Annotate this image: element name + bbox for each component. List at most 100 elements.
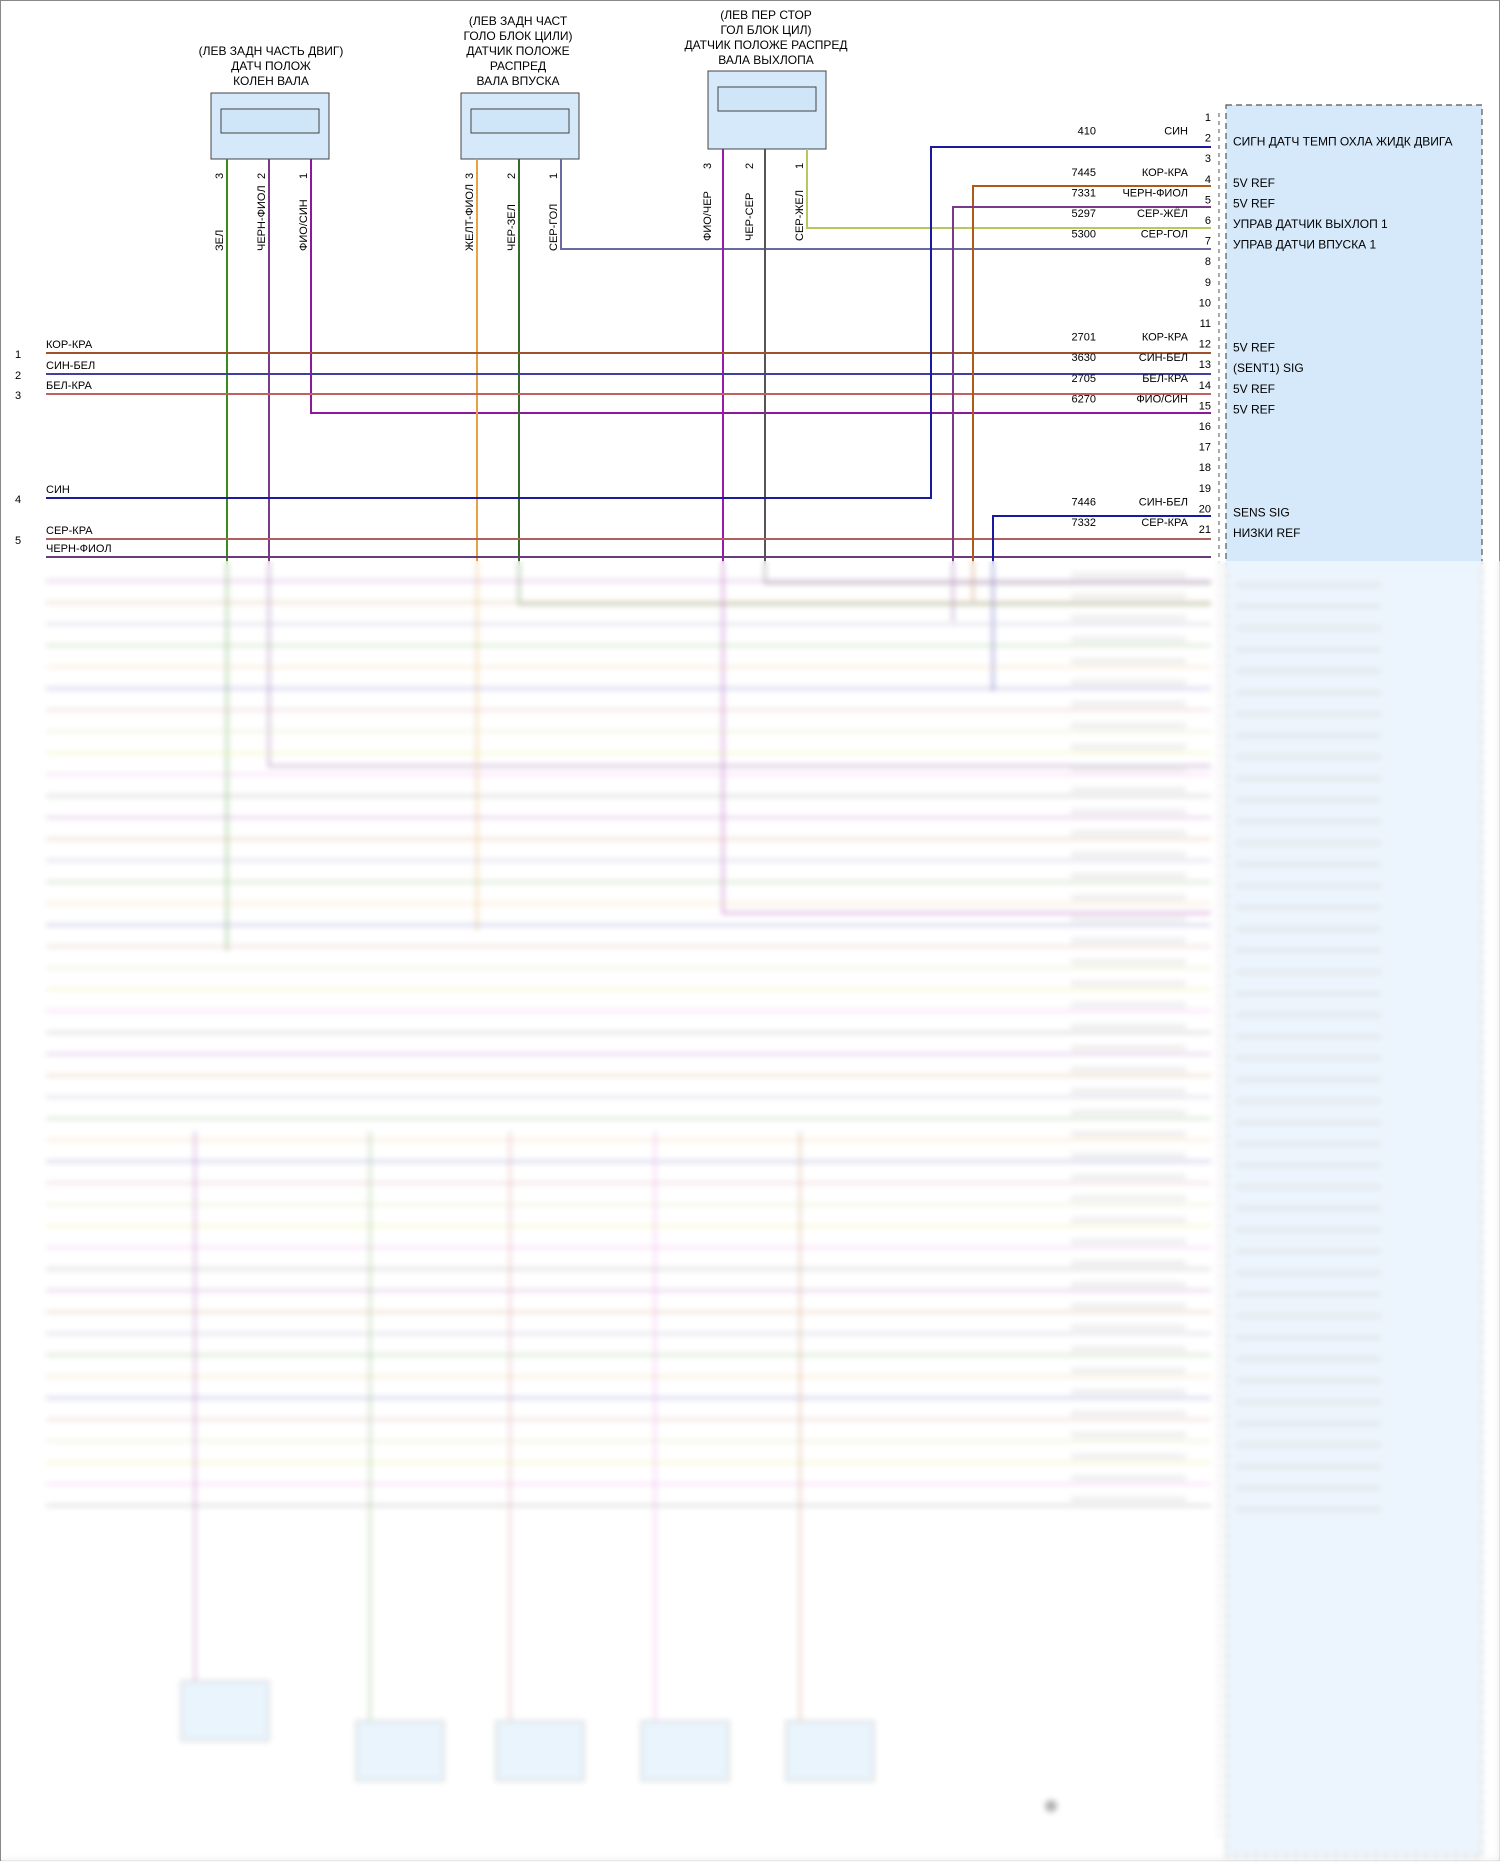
pcm-wire-color-label: БЕЛ-КРА [1142,373,1188,385]
left-connector-pin-number: 5 [15,535,21,547]
pcm-pin-number: 21 [1199,524,1211,536]
pcm-circuit-number: 3630 [1072,352,1096,364]
sensor-wire-9 [806,149,1211,229]
blurred-lower-region [1,561,1500,1862]
pcm-wire-color-label: ЧЕРН-ФИОЛ [1122,187,1188,199]
sensor-1-title-line: КОЛЕН ВАЛА [233,74,309,88]
sensor-2-pin-wire-label: ЧЕР-ЗЕЛ [506,204,518,251]
left-connector-wire-4 [46,146,1211,499]
pcm-pin-function: УПРАВ ДАТЧИК ВЫХЛОП 1 [1233,217,1388,231]
sensor-3-title-line: ВАЛА ВЫХЛОПА [718,53,814,67]
pcm-pin-number: 19 [1199,483,1211,495]
pcm-pin-number: 14 [1199,380,1211,392]
pcm-pin-function: 5V REF [1233,382,1275,396]
pcm-circuit-number: 6270 [1072,393,1096,405]
pcm-pin-function: НИЗКИ REF [1233,526,1301,540]
pcm-wire-color-label: СЕР-КРА [1141,517,1188,529]
sensor-3-pin-number: 2 [744,163,756,169]
pcm-pin-function: СИГН ДАТЧ ТЕМП ОХЛА ЖИДК ДВИГА [1233,135,1453,149]
pcm-pin-function: 5V REF [1233,196,1275,210]
sensor-2-title-line: ВАЛА ВПУСКА [477,74,560,88]
pcm-circuit-number: 2701 [1072,332,1096,344]
pcm-pin-function: 5V REF [1233,176,1275,190]
sensor-3-pin-wire-label: ФИО/ЧЕР [702,191,714,241]
pcm-pin-number: 5 [1205,194,1211,206]
sensor-1-title-line: (ЛЕВ ЗАДН ЧАСТЬ ДВИГ) [199,44,344,58]
left-connector-wire-label: ЧЕРН-ФИОЛ [46,543,112,555]
sensor-2-title-line: (ЛЕВ ЗАДН ЧАСТ [469,14,568,28]
wire-7331 [952,206,1211,621]
pcm-pin-function: SENS SIG [1233,505,1290,519]
left-connector-pin-number: 2 [15,370,21,382]
sensor-2-pin-number: 2 [506,173,518,179]
pcm-circuit-number: 7331 [1072,187,1096,199]
pcm-pin-number: 13 [1199,359,1211,371]
sensor-2-pin-wire-label: ЖЕЛТ-ФИОЛ [464,184,476,251]
sensor-wire-5 [518,159,1211,605]
pcm-pin-number: 17 [1199,442,1211,454]
sensor-3-title-line: (ЛЕВ ПЕР СТОР [720,8,812,22]
sensor-2-body [470,108,570,134]
pcm-circuit-number: 5297 [1072,208,1096,220]
pcm-circuit-number: 7332 [1072,517,1096,529]
pcm-circuit-number: 2705 [1072,373,1096,385]
pcm-pin-number: 1 [1205,112,1211,124]
sensor-2-pin-number: 3 [464,173,476,179]
pcm-pin-function: 5V REF [1233,402,1275,416]
pcm-wire-color-label: ФИО/СИН [1136,393,1188,405]
left-connector-wire-label: СИН [46,484,70,496]
sensor-3-pin-number: 1 [794,163,806,169]
sensor-1-pin-wire-label: ЧЕРН-ФИОЛ [256,185,268,251]
left-connector-wire-label: КОР-КРА [46,339,93,351]
sensor-wire-6 [560,159,1211,250]
pcm-pin-number: 11 [1200,318,1211,330]
pcm-circuit-number: 410 [1078,126,1096,138]
sensor-2-title-line: ГОЛО БЛОК ЦИЛИ) [464,29,573,43]
pcm-pin-number: 6 [1205,215,1211,227]
left-connector-pin-number: 1 [15,349,21,361]
wire-7445 [972,185,1211,601]
pcm-wire-color-label: СИН-БЕЛ [1139,352,1188,364]
sensor-3-pin-wire-label: СЕР-ЖЕЛ [794,190,806,241]
pcm-pin-number: 15 [1199,400,1211,412]
pcm-circuit-number: 5300 [1072,229,1096,241]
pcm-pin-number: 8 [1205,256,1211,268]
pcm-wire-color-label: СЕР-ГОЛ [1141,229,1188,241]
sensor-2-title-line: ДАТЧИК ПОЛОЖЕ [466,44,569,58]
sensor-1-pin-wire-label: ЗЕЛ [214,230,226,251]
pcm-pin-number: 12 [1199,339,1211,351]
sensor-2-pin-wire-label: СЕР-ГОЛ [548,204,560,251]
pcm-pin-number: 9 [1205,277,1211,289]
left-connector-pin-number: 3 [15,390,21,402]
sensor-1-title-line: ДАТЧ ПОЛОЖ [231,59,311,73]
pcm-pin-function: УПРАВ ДАТЧИ ВПУСКА 1 [1233,238,1377,252]
left-connector-wire-label: СИН-БЕЛ [46,360,95,372]
sensor-3-pin-wire-label: ЧЕР-СЕР [744,193,756,241]
pcm-pin-number: 3 [1205,153,1211,165]
pcm-pin-number: 10 [1199,297,1211,309]
pcm-wire-color-label: СИН-БЕЛ [1139,496,1188,508]
pcm-pin-number: 4 [1205,174,1211,186]
pcm-pin-number: 7 [1205,236,1211,248]
sensor-2-pin-number: 1 [548,173,560,179]
pcm-wire-color-label: СЕР-ЖЁЛ [1137,208,1188,220]
sensor-3-title-line: ГОЛ БЛОК ЦИЛ) [720,23,811,37]
pcm-wire-color-label: КОР-КРА [1142,167,1189,179]
sensor-1-pin-wire-label: ФИО/СИН [298,199,310,251]
left-connector-wire-label: СЕР-КРА [46,525,93,537]
sensor-3-body [717,86,817,112]
pcm-pin-number: 2 [1205,133,1211,145]
sensor-wire-3 [310,159,1211,414]
sensor-3-title-line: ДАТЧИК ПОЛОЖЕ РАСПРЕД [684,38,847,52]
pcm-pin-number: 16 [1199,421,1211,433]
pcm-circuit-number: 7445 [1072,167,1096,179]
sensor-3-pin-number: 3 [702,163,714,169]
sensor-2-title-line: РАСПРЕД [490,59,546,73]
pcm-circuit-number: 7446 [1072,496,1096,508]
pcm-pin-function: 5V REF [1233,341,1275,355]
sensor-1-body [220,108,320,134]
left-connector-wire-label: БЕЛ-КРА [46,380,92,392]
pcm-pin-number: 20 [1199,503,1211,515]
pcm-pin-number: 18 [1199,462,1211,474]
